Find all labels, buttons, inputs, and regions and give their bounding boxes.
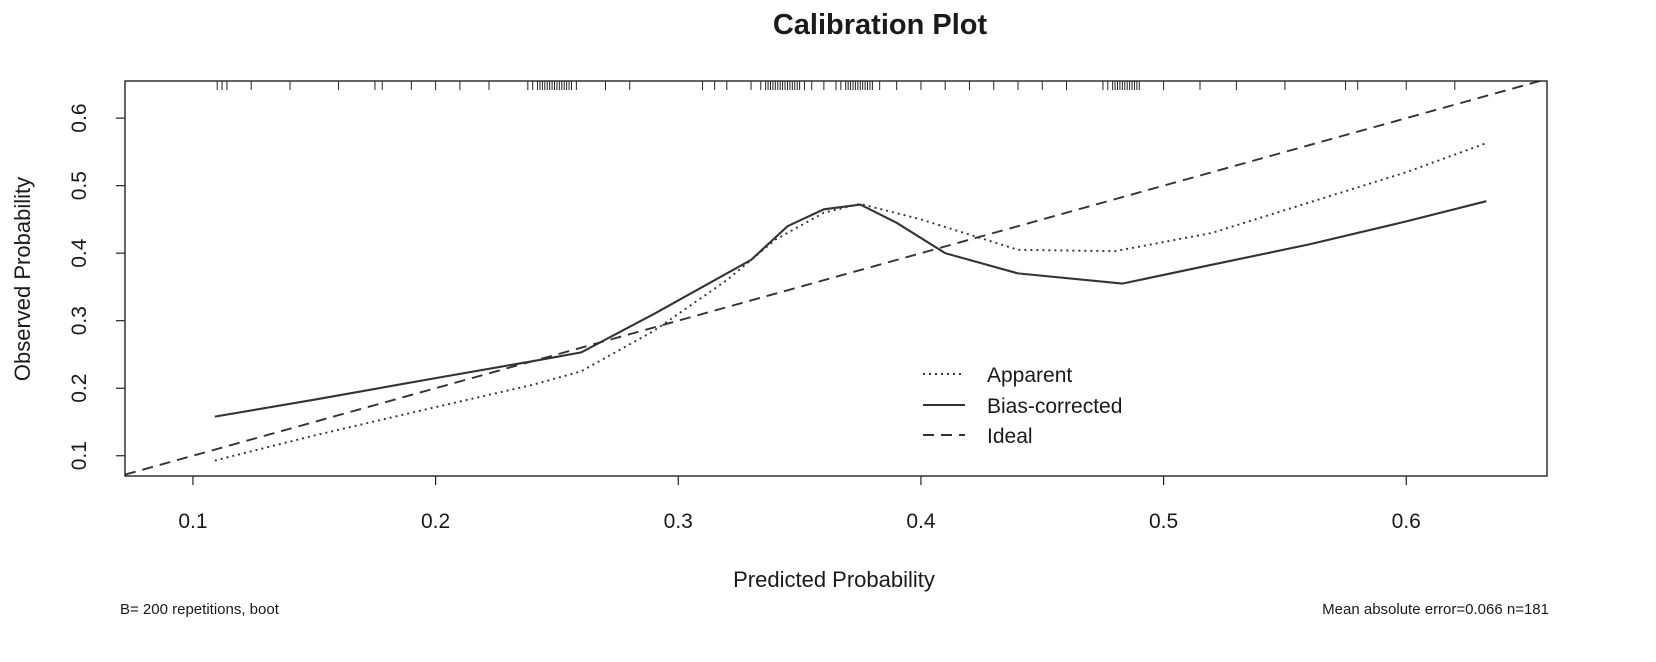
- legend-label-bias-corrected: Bias-corrected: [987, 395, 1122, 418]
- x-tick-label: 0.1: [178, 510, 207, 533]
- y-tick-label: 0.5: [68, 171, 91, 200]
- chart-title: Calibration Plot: [773, 9, 988, 41]
- bootstrap-note: B= 200 repetitions, boot: [120, 601, 280, 618]
- y-axis-title: Observed Probability: [10, 177, 35, 381]
- series-line-apparent: [214, 142, 1487, 462]
- y-axis: 0.1 0.2 0.3 0.4 0.5 0.6: [68, 103, 125, 470]
- y-tick-label: 0.3: [68, 306, 91, 335]
- x-axis: 0.1 0.2 0.3 0.4 0.5 0.6: [178, 476, 1421, 533]
- rug-marks: [216, 81, 1456, 90]
- x-axis-title: Predicted Probability: [733, 567, 935, 592]
- series-line-bias-corrected: [214, 200, 1487, 418]
- y-tick-label: 0.4: [68, 238, 91, 268]
- y-tick-label: 0.1: [68, 441, 91, 470]
- plot-frame: [124, 80, 1548, 477]
- legend: Apparent Bias-corrected Ideal: [923, 364, 1122, 448]
- x-tick-label: 0.6: [1392, 510, 1421, 533]
- error-summary: Mean absolute error=0.066 n=181: [1322, 601, 1549, 618]
- series-lines: [125, 81, 1544, 476]
- x-tick-label: 0.5: [1149, 510, 1178, 533]
- y-tick-label: 0.2: [68, 374, 91, 403]
- x-tick-label: 0.4: [906, 510, 936, 533]
- legend-label-ideal: Ideal: [987, 425, 1033, 448]
- x-tick-label: 0.2: [421, 510, 450, 533]
- y-tick-label: 0.6: [68, 103, 91, 132]
- series-line-ideal: [125, 81, 1544, 476]
- x-tick-label: 0.3: [664, 510, 693, 533]
- legend-label-apparent: Apparent: [987, 364, 1072, 387]
